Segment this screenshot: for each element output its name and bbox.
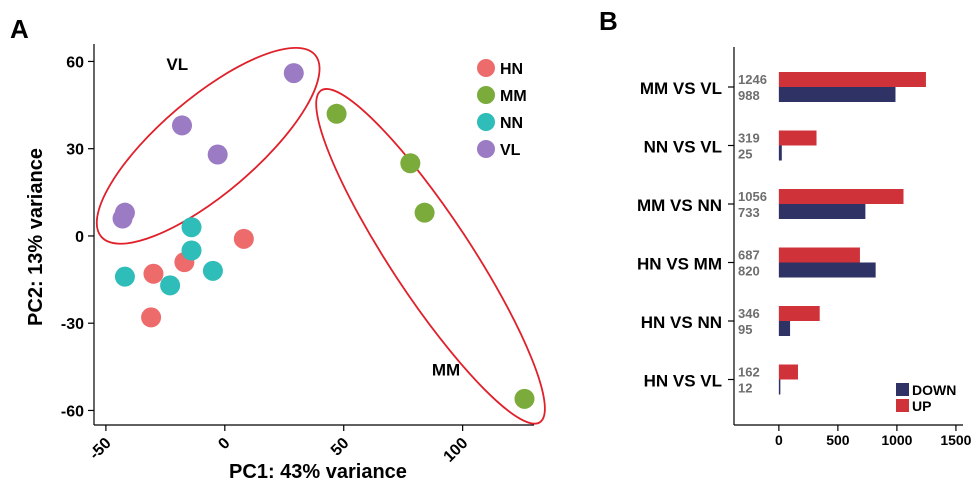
x-tick-label: 0 bbox=[215, 435, 233, 453]
bar-up bbox=[778, 189, 904, 204]
legend-label: HN bbox=[500, 61, 523, 78]
legend-label-b: UP bbox=[912, 398, 931, 414]
x-tick-label: 100 bbox=[441, 435, 472, 466]
panel-label-a: A bbox=[10, 14, 29, 44]
x-axis-title: PC1: 43% variance bbox=[229, 461, 407, 483]
legend-label: MM bbox=[500, 88, 527, 105]
bar-up bbox=[778, 306, 820, 321]
point-vl bbox=[172, 115, 192, 136]
x-tick-label-b: 1500 bbox=[940, 432, 971, 448]
y-tick-label: 0 bbox=[75, 229, 84, 246]
value-label-down: 820 bbox=[738, 264, 760, 279]
point-nn bbox=[160, 275, 181, 296]
group-annotation-vl: VL bbox=[166, 55, 188, 74]
legend-dot-nn bbox=[477, 113, 495, 131]
point-hn bbox=[233, 228, 254, 249]
group-ellipse-mm bbox=[315, 88, 546, 425]
value-label-up: 319 bbox=[738, 131, 760, 146]
point-mm bbox=[400, 153, 421, 174]
point-nn bbox=[181, 217, 202, 238]
y-tick-label: -60 bbox=[61, 403, 84, 420]
y-tick-label: -30 bbox=[61, 316, 84, 333]
panel-label-b: B bbox=[599, 6, 618, 36]
point-mm bbox=[326, 103, 347, 124]
category-label: NN VS VL bbox=[644, 138, 722, 157]
y-tick-label: 30 bbox=[66, 142, 84, 159]
value-label-up: 162 bbox=[738, 365, 760, 380]
x-tick-label-b: 1000 bbox=[881, 432, 912, 448]
point-vl bbox=[207, 144, 228, 165]
legend-swatch-down bbox=[896, 383, 909, 396]
value-label-up: 346 bbox=[738, 306, 760, 321]
x-tick-label-b: 500 bbox=[826, 432, 850, 448]
point-nn bbox=[114, 266, 135, 287]
category-label: MM VS VL bbox=[640, 79, 722, 98]
bar-down bbox=[778, 87, 896, 102]
point-mm bbox=[414, 202, 435, 223]
category-label: HN VS MM bbox=[637, 255, 722, 274]
bar-up bbox=[778, 247, 860, 263]
legend-label-b: DOWN bbox=[912, 382, 956, 398]
value-label-up: 1056 bbox=[738, 189, 767, 204]
legend-label: VL bbox=[500, 142, 521, 159]
point-nn bbox=[202, 260, 223, 281]
bar-down bbox=[778, 379, 781, 395]
bar-up bbox=[778, 130, 817, 146]
bar-down bbox=[778, 262, 876, 278]
point-vl bbox=[112, 208, 133, 229]
legend-dot-mm bbox=[477, 86, 495, 104]
legend-label: NN bbox=[500, 115, 523, 132]
value-label-down: 95 bbox=[738, 322, 752, 337]
point-hn bbox=[141, 307, 162, 328]
point-vl bbox=[283, 63, 304, 84]
pca-scatter-plot: 60 30 0 -30 -60-50 0 50 100 VL MM HN MM NN VL PC1: … bbox=[25, 44, 546, 483]
bar-down bbox=[778, 145, 782, 161]
legend-swatch-up bbox=[896, 399, 909, 412]
x-tick-label: -50 bbox=[86, 435, 114, 463]
bar-down bbox=[778, 321, 791, 336]
value-label-down: 733 bbox=[738, 205, 760, 220]
legend-dot-vl bbox=[477, 140, 495, 158]
point-hn bbox=[143, 263, 164, 284]
legend-dot-hn bbox=[477, 59, 495, 77]
category-label: MM VS NN bbox=[637, 196, 722, 215]
value-label-down: 25 bbox=[738, 147, 752, 162]
group-ellipse-vl bbox=[95, 46, 321, 245]
point-mm bbox=[514, 388, 535, 409]
category-label: HN VS NN bbox=[641, 313, 722, 332]
bar-up bbox=[778, 364, 798, 380]
x-tick-label-b: 0 bbox=[775, 432, 783, 448]
x-tick-label: 50 bbox=[328, 435, 353, 460]
category-label: HN VS VL bbox=[644, 372, 722, 391]
point-nn bbox=[181, 240, 202, 261]
value-label-down: 988 bbox=[738, 88, 760, 103]
group-annotation-mm: MM bbox=[432, 361, 460, 380]
value-label-up: 1246 bbox=[738, 72, 767, 87]
y-axis-title: PC2: 13% variance bbox=[25, 148, 47, 326]
bar-up bbox=[778, 72, 926, 87]
value-label-down: 12 bbox=[738, 381, 752, 396]
value-label-up: 687 bbox=[738, 248, 760, 263]
bar-down bbox=[778, 204, 866, 219]
y-tick-label: 60 bbox=[66, 54, 84, 71]
